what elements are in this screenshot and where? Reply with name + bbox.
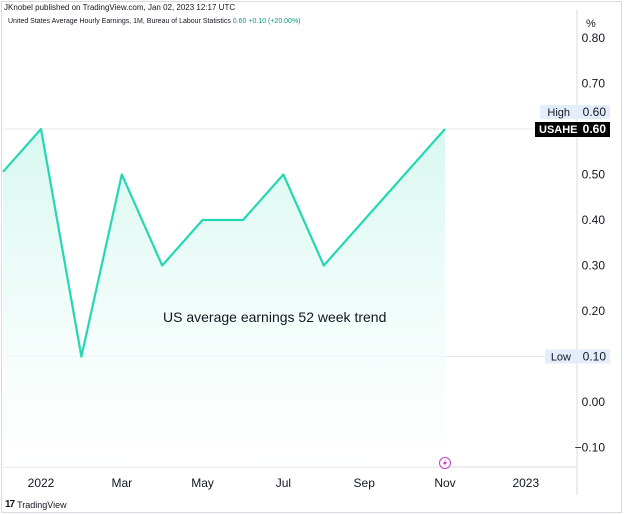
y-tick-label: 0.30 [582,259,606,273]
y-tick-label: 0.70 [582,77,606,91]
last-price-symbol: USAHE [539,124,578,136]
published-byline: JKnobel published on TradingView.com, Ja… [4,3,236,12]
high-label-bg [540,105,610,119]
x-tick-label: May [191,476,214,490]
y-tick-label: 0.80 [582,31,606,45]
y-tick-label: 0.50 [582,168,606,182]
x-tick-label: Jul [276,476,291,490]
x-tick-label: Nov [434,476,455,490]
legend-values: 0.60 +0.10 (+20.00%) [232,18,301,25]
tradingview-logo-icon: 17 [5,499,15,510]
y-tick-label: −0.10 [575,441,606,455]
legend-series-title: United States Average Hourly Earnings, 1… [8,18,231,25]
x-tick-label: 2023 [512,476,539,490]
last-price-bg [535,122,610,137]
y-tick-label: 0.40 [582,213,606,227]
y-tick-label: 0.20 [582,304,606,318]
high-value-text: 0.60 [583,105,607,119]
high-label-text: High [547,107,570,119]
x-tick-label: Mar [111,476,132,490]
x-tick-label: Sep [354,476,376,490]
y-axis-unit-label: % [586,18,596,30]
chart-annotation: US average earnings 52 week trend [163,309,386,325]
low-label-bg [545,349,610,364]
low-label-text: Low [551,352,571,364]
series-line-usahe [2,127,446,358]
low-value-text: 0.10 [583,350,607,364]
last-price-value: 0.60 [583,122,607,136]
footer-brand-text: TradingView [17,499,67,510]
series-area-fill [3,129,445,467]
footer-branding[interactable]: 17 TradingView [5,499,67,510]
lightning-icon [443,459,447,467]
x-tick-label: 2022 [28,476,55,490]
y-tick-label: 0.00 [582,395,606,409]
series-legend[interactable]: United States Average Hourly Earnings, 1… [8,18,301,25]
